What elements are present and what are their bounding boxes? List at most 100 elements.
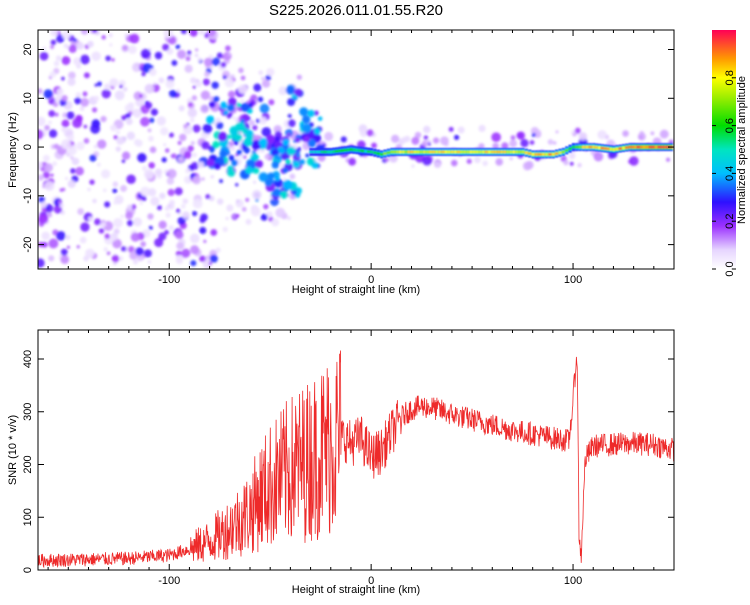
spectrogram-noise-cell <box>135 247 144 256</box>
carrier-core <box>625 146 629 149</box>
spectrogram-noise-cell <box>85 248 95 259</box>
spectrogram-noise-cell <box>40 201 48 209</box>
carrier-core <box>631 145 635 149</box>
spectrogram-noise-cell <box>192 198 203 209</box>
carrier-core <box>369 150 374 154</box>
spectrogram-transition-cell <box>313 128 321 135</box>
spectrogram-noise-cell <box>156 205 163 211</box>
spectrogram-noise-cell <box>90 123 101 134</box>
spectrogram-noise-cell <box>175 44 181 50</box>
carrier-core <box>565 149 569 152</box>
spectrogram-noise-cell <box>232 116 236 120</box>
spectrogram-transition-cell <box>291 189 297 195</box>
spectrogram-transition-cell <box>254 159 264 169</box>
spectrogram-noise-cell <box>516 132 523 139</box>
spectrogram-noise-cell <box>38 258 45 268</box>
colorbar-label: Normalized spectral amplitude <box>736 76 748 224</box>
spectrogram-noise-cell <box>147 128 152 133</box>
spectrogram-noise-cell <box>176 49 187 59</box>
spectrogram-noise-cell <box>174 187 183 196</box>
spectrogram-noise-cell <box>105 55 112 62</box>
carrier-core <box>515 150 519 154</box>
carrier-core <box>332 150 336 153</box>
spectrogram-noise-cell <box>187 102 193 107</box>
spectrogram-noise-cell <box>190 77 197 84</box>
spectrogram-noise-cell <box>263 203 269 210</box>
carrier-core <box>432 150 436 154</box>
spectrogram-noise-cell <box>141 195 147 202</box>
spectrogram-noise-cell <box>294 88 302 97</box>
spectrogram-noise-cell <box>177 140 182 146</box>
carrier-core <box>609 147 613 151</box>
spectrogram-noise-cell <box>163 30 174 39</box>
spectrogram-noise-cell <box>391 134 400 143</box>
spectrogram-noise-cell <box>197 161 205 169</box>
spectrogram-noise-cell <box>80 30 89 35</box>
colorbar-tick-label-1: 0.2 <box>724 214 736 229</box>
carrier-core <box>349 148 353 151</box>
spectrogram-noise-cell <box>210 229 218 236</box>
spectrogram-ylabel: Frequency (Hz) <box>7 112 19 188</box>
spectrogram-noise-cell <box>128 45 137 54</box>
carrier-core <box>603 147 607 150</box>
spectrogram-noise-cell <box>47 212 53 218</box>
spectrogram-xtick-label--100: -100 <box>158 274 180 286</box>
spectrogram-noise-cell <box>133 259 139 265</box>
spectrogram-transition-cell <box>231 130 237 136</box>
carrier-core <box>600 146 604 150</box>
spectrogram-noise-cell <box>164 148 170 153</box>
spectrogram-noise-cell <box>215 117 221 123</box>
spectrogram-noise-cell <box>91 107 98 113</box>
spectrogram-noise-cell <box>166 177 175 185</box>
spectrogram-noise-cell <box>371 142 377 149</box>
spectrogram-transition-cell <box>226 134 231 140</box>
spectrogram-noise-cell <box>183 123 188 129</box>
spectrogram-transition-cell <box>302 123 312 134</box>
spectrogram-noise-cell <box>150 196 160 206</box>
carrier-core <box>413 150 417 154</box>
spectrogram-noise-cell <box>127 102 135 109</box>
spectrogram-noise-cell <box>93 144 98 149</box>
spectrogram-noise-cell <box>259 103 270 114</box>
spectrogram-noise-cell <box>530 126 539 135</box>
spectrogram-noise-cell <box>60 255 70 264</box>
spectrogram-noise-cell <box>83 138 90 144</box>
spectrogram-noise-cell <box>190 245 200 255</box>
carrier-core <box>541 153 545 156</box>
carrier-core <box>346 148 351 152</box>
carrier-core <box>395 150 400 154</box>
carrier-core <box>491 150 495 154</box>
spectrogram-noise-cell <box>238 84 248 94</box>
spectrogram-noise-cell <box>200 104 209 114</box>
carrier-core <box>320 150 325 154</box>
spectrogram-noise-cell <box>164 229 169 235</box>
spectrogram-noise-cell <box>577 162 582 168</box>
spectrogram-noise-cell <box>482 160 488 167</box>
spectrogram-transition-cell <box>258 137 268 147</box>
spectrogram-noise-cell <box>96 162 101 167</box>
spectrogram-noise-cell <box>509 157 513 161</box>
spectrogram-noise-cell <box>80 222 90 232</box>
chart-title: S225.2026.011.01.55.R20 <box>269 2 443 19</box>
spectrogram-noise-cell <box>181 248 191 258</box>
spectrogram-transition-cell <box>227 165 234 172</box>
spectrogram-noise-cell <box>53 205 63 214</box>
spectrogram-transition-cell <box>311 161 319 169</box>
spectrogram-noise-cell <box>39 51 49 61</box>
spectrogram-noise-cell <box>60 139 71 150</box>
spectrogram-noise-cell <box>650 131 655 136</box>
carrier-core <box>453 150 458 154</box>
carrier-core <box>435 150 439 154</box>
spectrogram-noise-cell <box>574 127 581 134</box>
spectrogram-noise-cell <box>597 130 607 140</box>
spectrogram-noise-cell <box>165 212 171 218</box>
spectrogram-transition-cell <box>236 102 242 108</box>
carrier-core <box>376 152 380 155</box>
spectrogram-transition-cell <box>214 162 221 170</box>
spectrogram-noise-cell <box>278 86 288 96</box>
spectrogram-noise-cell <box>251 189 262 200</box>
spectrogram-noise-cell <box>177 156 185 163</box>
spectrogram-noise-cell <box>112 188 118 194</box>
spectrogram-noise-cell <box>147 213 154 220</box>
spectrogram-noise-cell <box>93 95 100 101</box>
